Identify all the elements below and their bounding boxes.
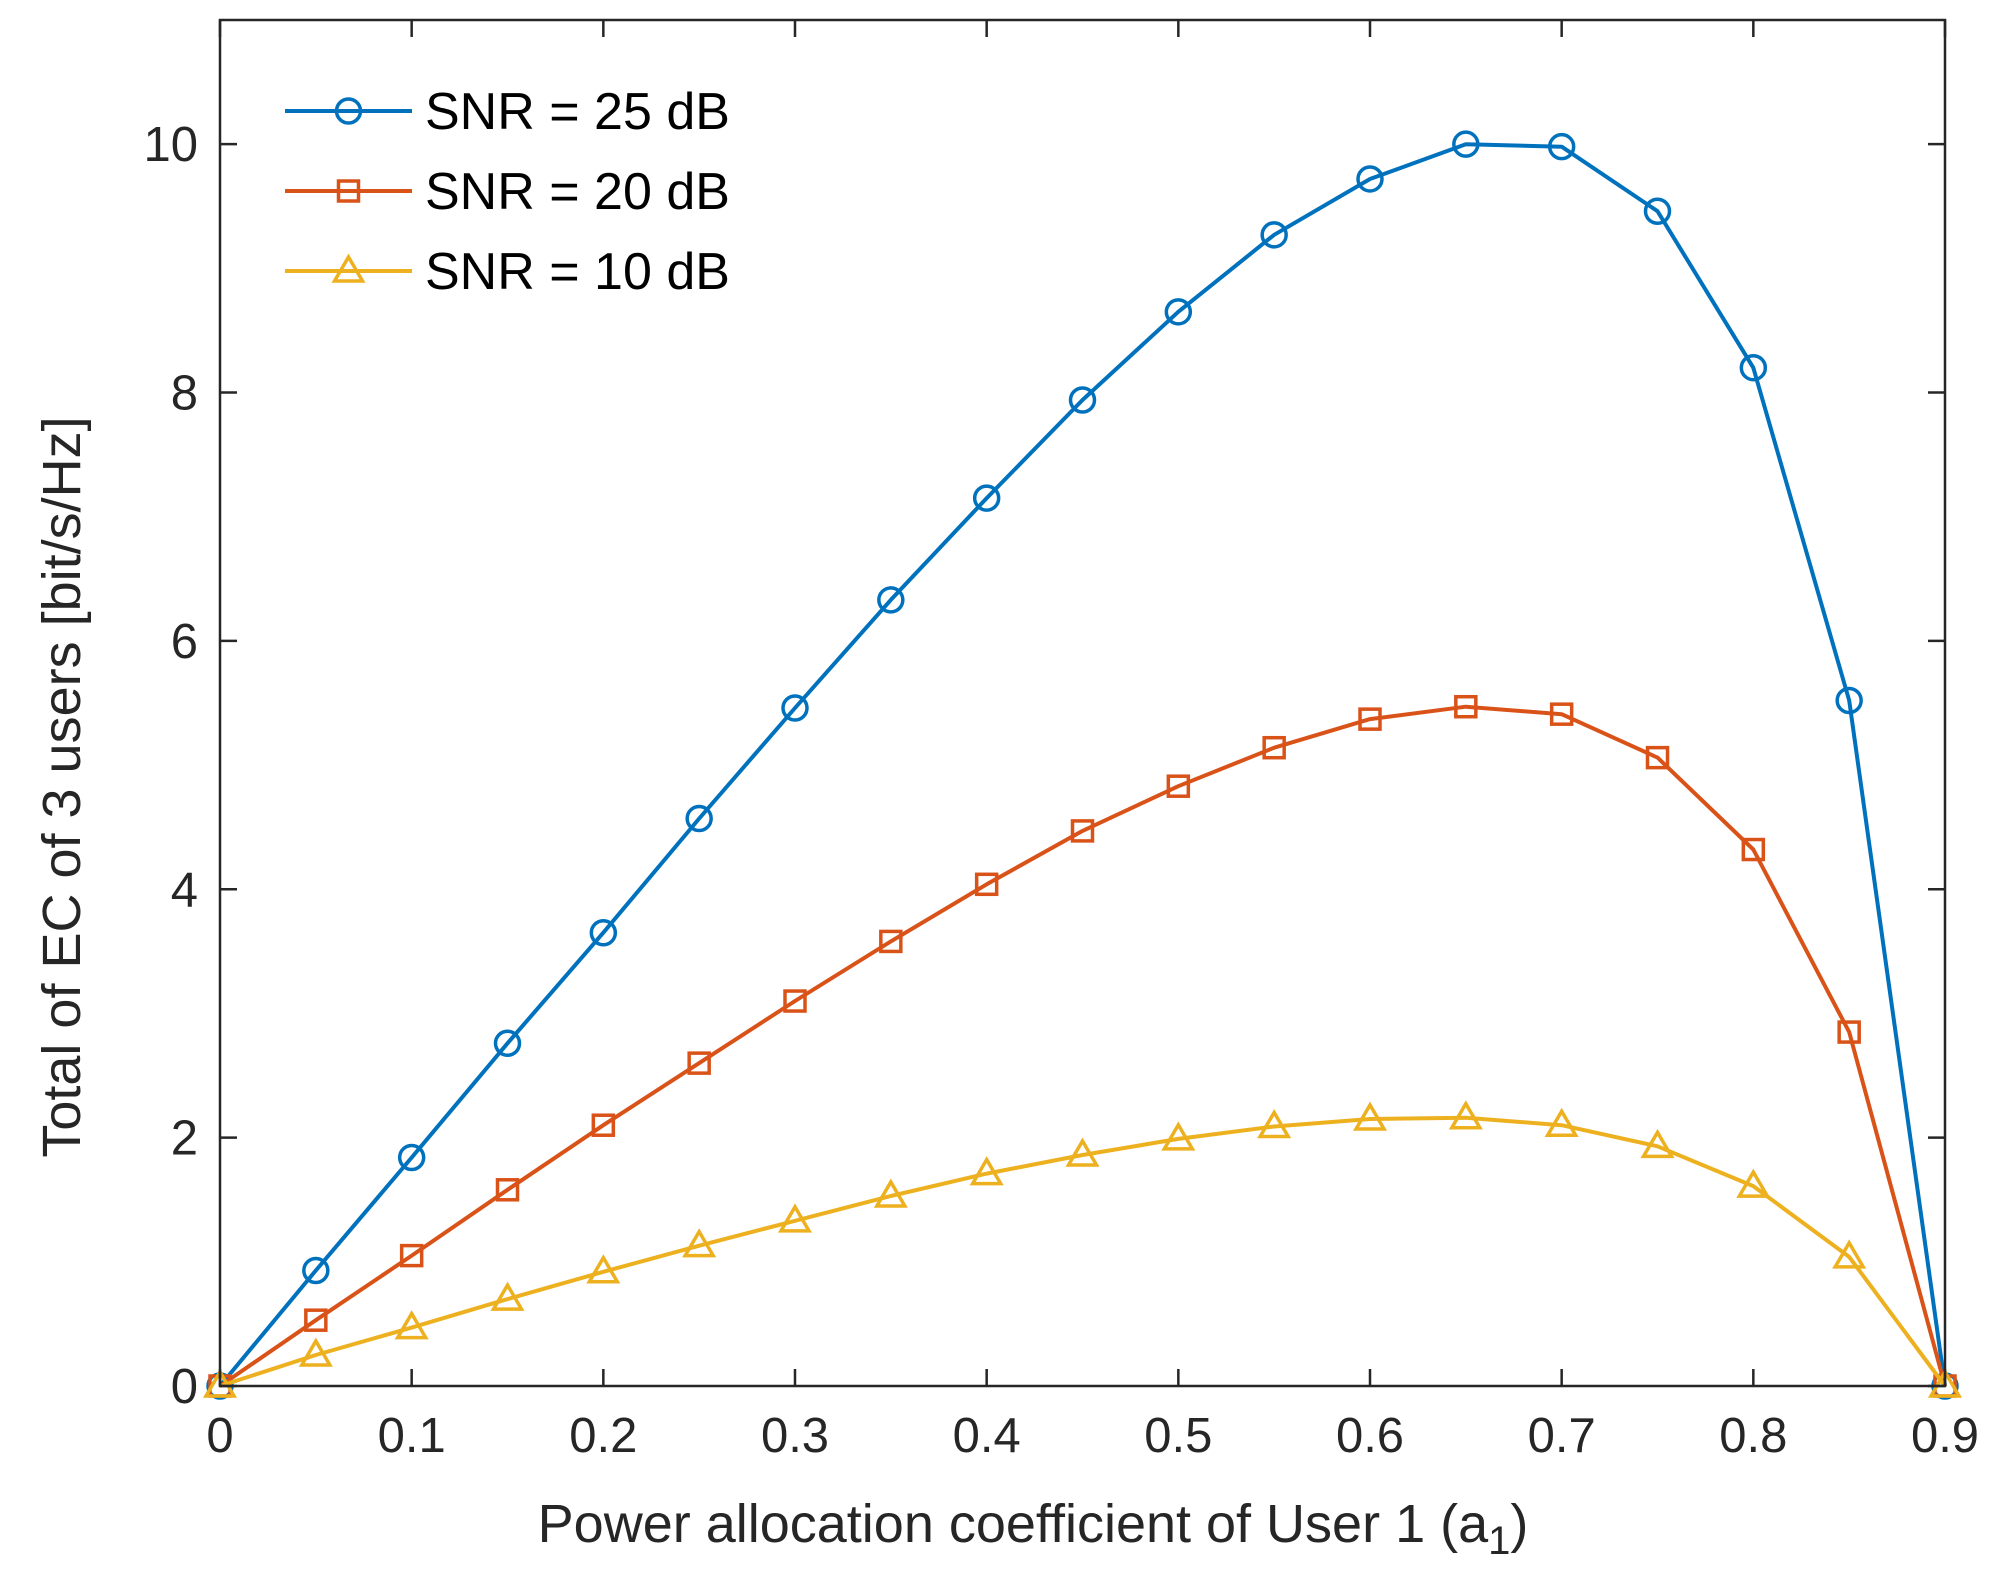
x-axis-title-main: Power allocation coefficient of User 1 (… [538, 1494, 1489, 1554]
x-tick-label: 0.8 [1719, 1409, 1787, 1463]
x-tick-label: 0.3 [761, 1409, 829, 1463]
data-point-triangle [1640, 1128, 1675, 1159]
x-tick-label: 0.5 [1144, 1409, 1212, 1463]
x-tick-label: 0.7 [1528, 1409, 1596, 1463]
x-tick-label: 0.4 [953, 1409, 1021, 1463]
data-point-square [1070, 819, 1095, 843]
data-point-square [879, 929, 903, 954]
data-point-square [1358, 707, 1382, 731]
x-axis-title-subscript: 1 [1488, 1519, 1510, 1563]
data-point-square [1262, 735, 1286, 760]
data-point-triangle [1544, 1107, 1579, 1137]
data-point-circle [493, 1029, 522, 1058]
y-tick-label: 2 [171, 1112, 198, 1166]
data-point-circle [1452, 130, 1480, 158]
data-point-square [591, 1113, 616, 1137]
data-point-circle [1835, 686, 1863, 715]
plot-area [220, 20, 1945, 1386]
data-point-square [974, 872, 999, 897]
x-tick-label: 0 [206, 1409, 233, 1463]
series-line-1 [218, 142, 1947, 1388]
data-point-triangle [1832, 1239, 1867, 1269]
data-point-square [1645, 745, 1670, 770]
data-point-square [399, 1243, 424, 1268]
data-point-triangle [1736, 1168, 1771, 1198]
data-point-square [495, 1178, 520, 1202]
legend-item: SNR = 10 dB [285, 243, 730, 301]
x-tick-label: 0.9 [1911, 1409, 1979, 1463]
x-axis-title-suffix: ) [1510, 1494, 1528, 1554]
x-axis-title: Power allocation coefficient of User 1 (… [538, 1494, 1529, 1563]
data-point-square [1549, 702, 1574, 726]
series-layer [202, 130, 1963, 1400]
legend-label: SNR = 10 dB [425, 243, 730, 301]
data-point-triangle [298, 1337, 333, 1367]
series-line-3 [219, 1115, 1947, 1388]
data-point-square [1741, 837, 1766, 862]
data-point-triangle [682, 1228, 717, 1258]
data-point-circle [781, 694, 809, 722]
legend-marker-circle [334, 97, 363, 125]
legend-label: SNR = 20 dB [425, 163, 730, 221]
data-point-circle [1643, 197, 1672, 225]
data-point-square [783, 989, 807, 1013]
legend-marker-square [336, 179, 361, 203]
legend-item: SNR = 20 dB [285, 163, 730, 221]
data-point-triangle [202, 1368, 238, 1398]
y-tick-label: 4 [171, 863, 198, 917]
data-point-circle [1068, 386, 1097, 414]
data-point-triangle [1065, 1137, 1100, 1167]
data-point-square [1454, 694, 1478, 719]
axes-box [218, 18, 1947, 1388]
axes-layer: 0 0.1 0.2 0.3 0.4 0.5 0.6 0.7 0.8 0.9 0 2 4 6 8 10 [143, 18, 1979, 1463]
data-point-triangle [394, 1310, 429, 1340]
series-line-2 [218, 704, 1947, 1388]
series-1 [206, 130, 1959, 1400]
data-point-circle [1547, 132, 1576, 161]
data-point-square [304, 1308, 328, 1332]
data-point-triangle [1352, 1101, 1388, 1131]
data-point-circle [397, 1143, 426, 1172]
legend-item: SNR = 25 dB [285, 83, 730, 141]
legend: SNR = 25 dB SNR = 20 dB SNR = 10 dB [285, 83, 730, 301]
x-tick-label: 0.1 [378, 1409, 446, 1463]
data-point-triangle [1161, 1121, 1196, 1151]
data-point-circle [589, 918, 618, 947]
data-point-square [1837, 1020, 1861, 1044]
y-tick-label: 0 [171, 1360, 198, 1414]
data-point-triangle [1448, 1100, 1483, 1130]
data-point-circle [972, 484, 1001, 512]
y-tick-label: 6 [171, 615, 198, 669]
series-3 [202, 1100, 1963, 1398]
data-point-circle [1260, 221, 1288, 249]
legend-label: SNR = 25 dB [425, 83, 730, 141]
x-tick-label: 0.6 [1336, 1409, 1404, 1463]
data-point-triangle [873, 1178, 908, 1208]
y-tick-label: 8 [171, 367, 198, 421]
data-point-circle [1164, 298, 1193, 326]
data-point-circle [685, 804, 713, 833]
data-point-circle [1739, 353, 1768, 382]
data-point-square [687, 1051, 711, 1075]
data-point-triangle [490, 1281, 525, 1311]
data-point-circle [302, 1256, 330, 1285]
data-point-triangle [1927, 1368, 1963, 1398]
data-point-circle [877, 586, 905, 614]
y-tick-label: 10 [143, 118, 198, 172]
x-tick-label: 0.2 [569, 1409, 637, 1463]
y-axis-title: Total of EC of 3 users [bit/s/Hz] [32, 416, 92, 1157]
plot-background [220, 20, 1945, 1386]
data-point-circle [1356, 165, 1384, 193]
data-point-triangle [777, 1203, 813, 1233]
data-point-square [1166, 774, 1191, 798]
data-point-triangle [586, 1254, 621, 1284]
data-point-triangle [969, 1156, 1004, 1186]
data-point-triangle [1257, 1108, 1292, 1139]
legend-marker-triangle [331, 253, 366, 283]
